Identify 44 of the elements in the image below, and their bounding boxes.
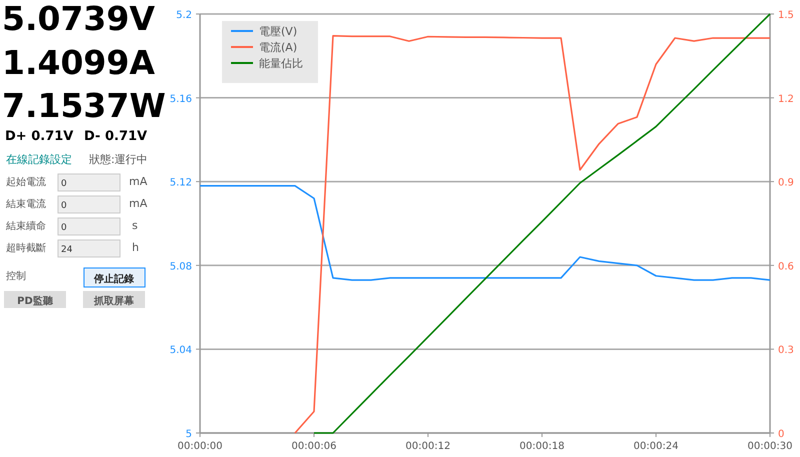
annotation: 5.0739V <box>2 0 155 38</box>
annotation: PD監聽 <box>17 296 53 307</box>
annotation: 0 <box>61 223 67 233</box>
annotation: 在線記錄設定 <box>6 153 72 166</box>
annotation: 1.4099A <box>2 43 155 82</box>
annotation: 7.1537W <box>2 86 166 125</box>
annotation: 超時截斷 <box>6 243 46 254</box>
legend-label: 電流(A) <box>259 41 298 54</box>
annotation: 24 <box>61 245 72 255</box>
annotation: mA <box>129 175 148 188</box>
annotation: 停止記錄 <box>94 274 134 285</box>
annotation: mA <box>129 197 148 210</box>
x-tick-label: 00:00:18 <box>520 441 564 452</box>
annotation: 0 <box>61 179 67 189</box>
annotation: 狀態:運行中 <box>89 153 148 166</box>
y-tick-label: 5.2 <box>176 10 192 21</box>
y2-tick-label: 0.9 <box>778 178 794 189</box>
legend-label: 能量佔比 <box>259 57 303 70</box>
y-tick-label: 5 <box>186 429 192 440</box>
annotation: 抓取屏幕 <box>94 296 134 307</box>
legend-label: 電壓(V) <box>259 25 298 38</box>
x-tick-label: 00:00:00 <box>178 441 222 452</box>
annotation: s <box>132 219 138 232</box>
y-tick-label: 5.12 <box>170 178 192 189</box>
annotation: 結束電流 <box>6 199 46 210</box>
y2-tick-label: 0.6 <box>778 261 794 272</box>
y2-tick-label: 1.5 <box>778 10 794 21</box>
y-tick-label: 5.08 <box>170 261 192 272</box>
annotation: h <box>132 241 139 254</box>
annotation: 起始電流 <box>6 177 46 188</box>
annotation: D- 0.71V <box>84 129 148 144</box>
annotation: D+ 0.71V <box>5 129 74 144</box>
annotation: 0 <box>61 201 67 211</box>
x-tick-label: 00:00:24 <box>634 441 678 452</box>
x-tick-label: 00:00:06 <box>292 441 336 452</box>
x-tick-label: 00:00:30 <box>748 441 792 452</box>
y2-tick-label: 0.3 <box>778 345 794 356</box>
y-tick-label: 5.16 <box>170 94 192 105</box>
y2-tick-label: 1.2 <box>778 94 794 105</box>
annotation: 控制 <box>6 271 26 282</box>
y2-tick-label: 0 <box>778 429 784 440</box>
annotation: 結束續命 <box>6 221 46 232</box>
y-tick-label: 5.04 <box>170 345 192 356</box>
x-tick-label: 00:00:12 <box>406 441 450 452</box>
